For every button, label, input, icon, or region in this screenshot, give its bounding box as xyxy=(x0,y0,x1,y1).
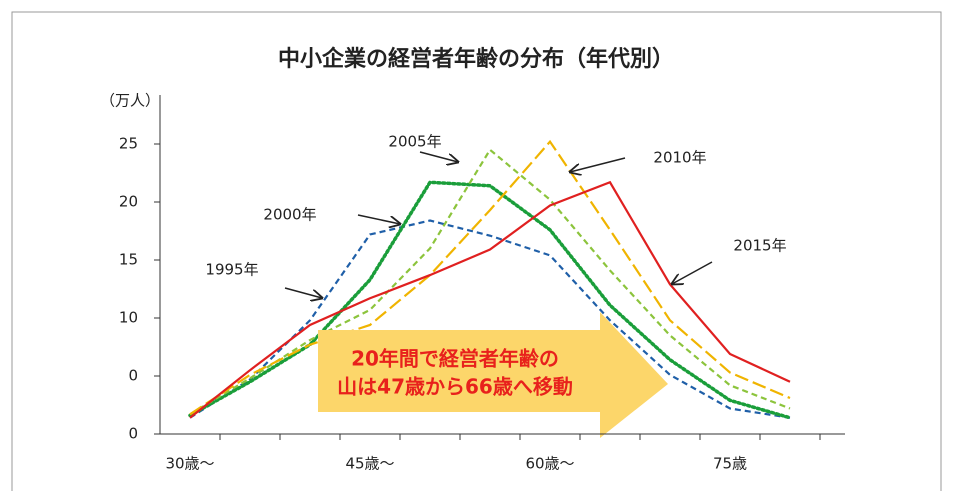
callout-text: 20年間で経営者年齢の xyxy=(351,347,559,371)
series-label: 2010年 xyxy=(653,149,706,167)
label-arrow xyxy=(284,287,322,298)
y-tick-label: 20 xyxy=(119,193,138,211)
y-tick-label: 10 xyxy=(119,309,138,327)
callout-text: 山は47歳から66歳へ移動 xyxy=(337,375,573,399)
series-line xyxy=(189,139,791,416)
x-tick-label: 75歳 xyxy=(713,455,747,473)
label-arrow xyxy=(357,214,400,224)
y-tick-label: 0 xyxy=(128,425,138,443)
y-axis-label: （万人） xyxy=(100,92,160,110)
series-label: 2015年 xyxy=(733,237,786,255)
label-arrow xyxy=(570,157,626,172)
chart-title: 中小企業の経営者年齢の分布（年代別） xyxy=(278,46,674,72)
series-label: 2000年 xyxy=(263,206,316,224)
series-label: 1995年 xyxy=(205,261,258,279)
callout-arrow xyxy=(318,312,668,438)
y-tick-label: 25 xyxy=(119,135,138,153)
series-line xyxy=(189,148,791,416)
series-line xyxy=(188,180,792,420)
series-line xyxy=(189,219,791,419)
label-arrow xyxy=(419,151,458,162)
y-tick-label: 15 xyxy=(119,251,138,269)
x-tick-label: 60歳〜 xyxy=(525,455,574,473)
x-tick-label: 45歳〜 xyxy=(345,455,394,473)
series-line xyxy=(189,180,791,419)
frame xyxy=(11,11,942,491)
x-tick-label: 30歳〜 xyxy=(165,455,214,473)
y-tick-label: 0 xyxy=(128,367,138,385)
series-label: 2005年 xyxy=(388,133,441,151)
label-arrow xyxy=(672,261,713,284)
